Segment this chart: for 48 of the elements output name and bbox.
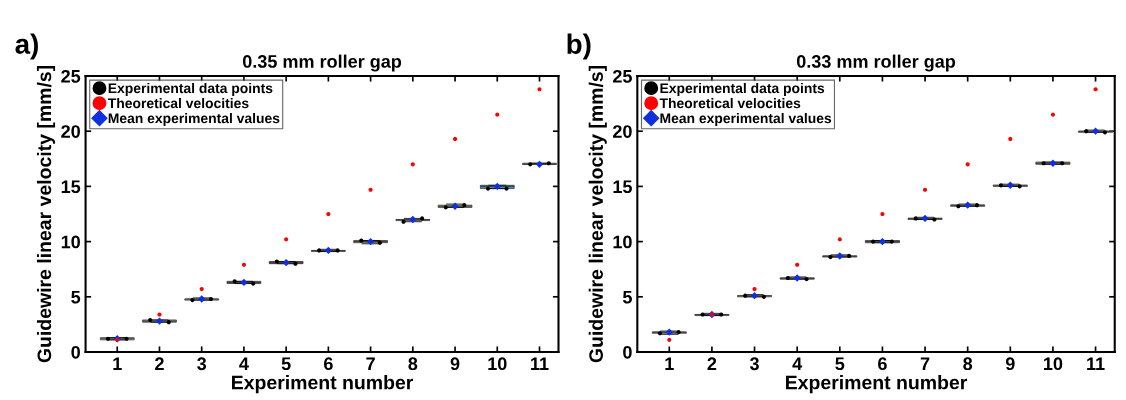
x-tick-label: 4 xyxy=(239,357,249,370)
x-tick-label: 10 xyxy=(1044,357,1063,371)
x-tick-label: 7 xyxy=(920,357,930,370)
legend-label: Mean experimental values xyxy=(108,113,280,126)
chart-title: 0.35 mm roller gap xyxy=(242,54,402,72)
legend-label: Mean experimental values xyxy=(660,113,832,126)
y-tick-label: 10 xyxy=(613,235,632,249)
x-tick-label: 2 xyxy=(155,357,164,370)
x-tick-label: 9 xyxy=(450,357,460,371)
x-tick-label: 6 xyxy=(324,357,333,371)
y-tick-label: 15 xyxy=(61,180,81,194)
x-tick-label: 2 xyxy=(707,357,717,370)
x-tick-label: 7 xyxy=(366,357,375,370)
text: a) xyxy=(15,33,38,60)
legend-label: Experimental data points xyxy=(660,82,825,96)
text: b) xyxy=(567,33,591,60)
y-tick-label: 20 xyxy=(61,125,80,138)
x-tick-label: 11 xyxy=(1087,357,1105,370)
x-tick-label: 10 xyxy=(488,357,507,371)
x-tick-label: 9 xyxy=(1005,357,1015,371)
x-tick-label: 4 xyxy=(792,357,803,370)
y-tick-label: 15 xyxy=(613,180,632,194)
y-tick-label: 0 xyxy=(71,345,80,359)
y-tick-label: 25 xyxy=(613,69,632,83)
chart-title: 0.33 mm roller gap xyxy=(796,54,956,72)
y-axis-title: Guidewire linear velocity [mm/s] xyxy=(36,65,56,363)
x-axis-title: Experiment number xyxy=(232,375,414,394)
y-tick-label: 20 xyxy=(613,125,632,138)
y-tick-label: 5 xyxy=(622,290,632,304)
x-tick-label: 8 xyxy=(963,357,973,371)
x-tick-label: 5 xyxy=(835,357,845,371)
x-tick-label: 3 xyxy=(197,357,207,371)
x-tick-label: 6 xyxy=(878,357,887,371)
legend-label: Experimental data points xyxy=(108,82,273,96)
y-tick-label: 10 xyxy=(61,235,80,249)
x-tick-label: 8 xyxy=(408,357,418,371)
x-tick-label: 5 xyxy=(281,357,291,371)
x-tick-label: 1 xyxy=(113,357,122,370)
x-tick-label: 3 xyxy=(749,357,759,371)
x-tick-label: 1 xyxy=(665,357,674,370)
x-axis-title: Experiment number xyxy=(786,375,968,394)
legend-label: Theoretical velocities xyxy=(659,97,801,109)
x-tick-label: 11 xyxy=(531,357,549,370)
y-axis-title: Guidewire linear velocity [mm/s] xyxy=(588,65,607,363)
y-tick-label: 0 xyxy=(623,345,632,359)
y-tick-label: 5 xyxy=(71,290,81,304)
legend-label: Theoretical velocities xyxy=(107,97,249,109)
y-tick-label: 25 xyxy=(61,69,81,83)
